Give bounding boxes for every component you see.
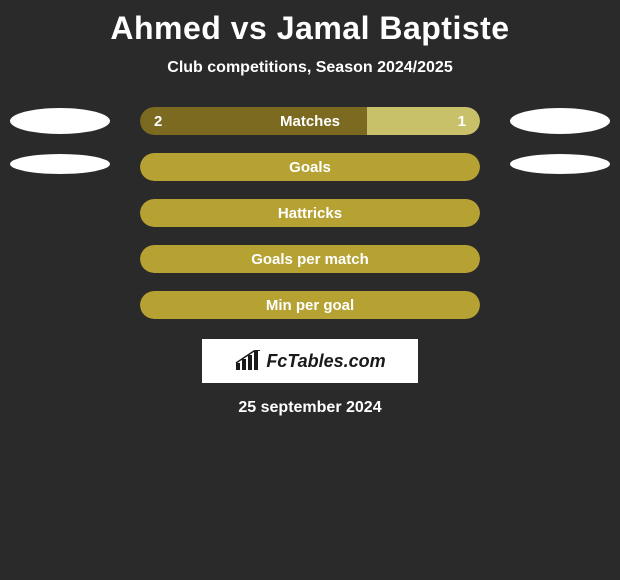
- stat-value-right: 1: [444, 107, 480, 135]
- stat-rows: 21MatchesGoalsHattricksGoals per matchMi…: [0, 107, 620, 319]
- stat-bar-left: [140, 291, 310, 319]
- page-title: Ahmed vs Jamal Baptiste: [0, 0, 620, 47]
- stat-row: Min per goal: [0, 291, 620, 319]
- stat-bar-left: [140, 153, 310, 181]
- player-avatar-right: [510, 108, 610, 134]
- stat-bar-right: [310, 245, 480, 273]
- stat-bar: Goals per match: [140, 245, 480, 273]
- stat-bar-right: [310, 199, 480, 227]
- chart-icon: [234, 350, 262, 372]
- stat-row: Goals: [0, 153, 620, 181]
- stat-row: 21Matches: [0, 107, 620, 135]
- stat-bar: Hattricks: [140, 199, 480, 227]
- player-avatar-right: [510, 154, 610, 174]
- brand-badge: FcTables.com: [202, 339, 418, 383]
- player-avatar-left: [10, 154, 110, 174]
- stat-bar-right: [310, 153, 480, 181]
- stat-bar-right: [310, 291, 480, 319]
- stat-value-left: 2: [140, 107, 176, 135]
- stat-bar: 21Matches: [140, 107, 480, 135]
- stat-bar: Goals: [140, 153, 480, 181]
- brand-text: FcTables.com: [266, 351, 385, 372]
- stat-bar-left: [140, 199, 310, 227]
- date-label: 25 september 2024: [0, 399, 620, 417]
- player-avatar-left: [10, 108, 110, 134]
- stat-bar-left: [140, 245, 310, 273]
- stat-row: Hattricks: [0, 199, 620, 227]
- stat-bar: Min per goal: [140, 291, 480, 319]
- stat-row: Goals per match: [0, 245, 620, 273]
- page-subtitle: Club competitions, Season 2024/2025: [0, 59, 620, 77]
